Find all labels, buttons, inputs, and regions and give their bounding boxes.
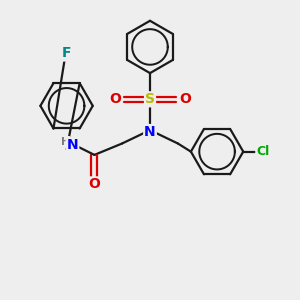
Text: N: N <box>67 138 78 152</box>
Text: O: O <box>179 92 191 106</box>
Text: F: F <box>62 46 71 61</box>
Text: O: O <box>88 177 100 191</box>
Text: Cl: Cl <box>256 145 269 158</box>
Text: O: O <box>109 92 121 106</box>
Text: N: N <box>144 125 156 139</box>
Text: S: S <box>145 92 155 106</box>
Text: H: H <box>61 137 69 147</box>
